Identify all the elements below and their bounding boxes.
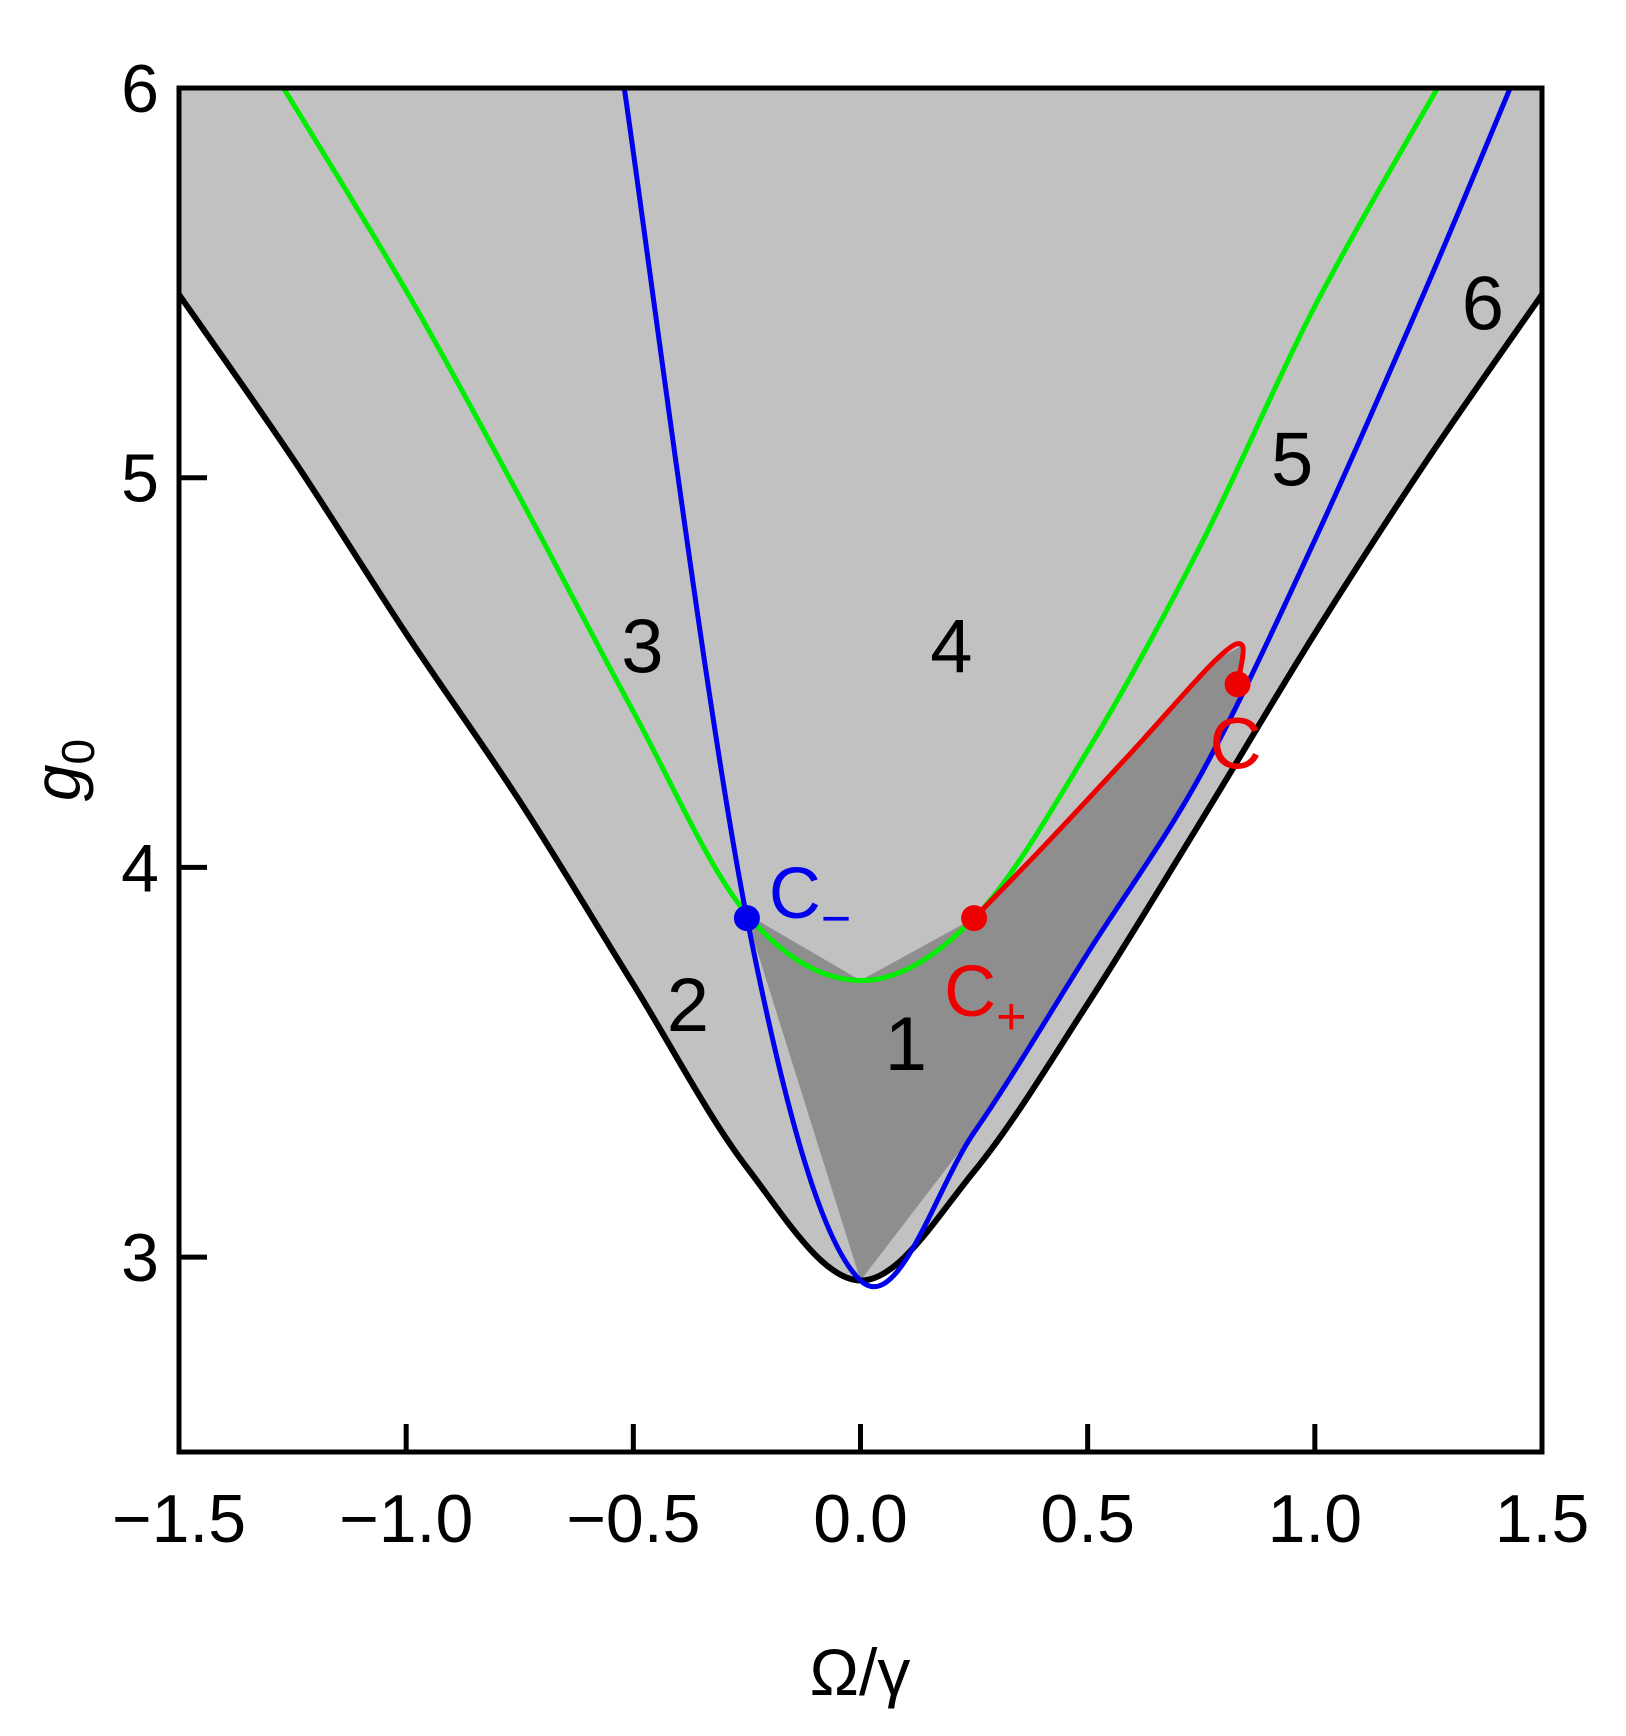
region-label-6: 6 [1462, 262, 1504, 347]
region-label-4: 4 [930, 605, 972, 690]
region-shaded-light [179, 88, 1542, 1281]
region-label-1: 1 [885, 1002, 927, 1087]
y-tick-label: 3 [121, 1220, 159, 1296]
region-label-5: 5 [1271, 418, 1313, 503]
x-tick-label: 1.5 [1495, 1481, 1590, 1557]
y-axis-label: g [20, 764, 94, 801]
region-label-3: 3 [621, 605, 663, 690]
point-c-minus [733, 905, 760, 932]
svg-text:g0: g0 [20, 739, 104, 801]
y-axis-label-group: g0 [20, 739, 104, 801]
region-label-2: 2 [667, 963, 709, 1048]
x-tick-label: 0.5 [1040, 1481, 1135, 1557]
x-tick-label: −1.5 [112, 1481, 246, 1557]
y-tick-label: 4 [121, 830, 159, 906]
point-c-plus [961, 905, 988, 932]
y-tick-label: 5 [121, 441, 159, 517]
series-line-red [971, 641, 1246, 921]
region-shaded-dark [746, 645, 1243, 1281]
x-tick-label: −1.0 [339, 1481, 473, 1557]
point-label-c-minus: C− [769, 854, 851, 948]
series-line-green [281, 88, 1440, 983]
x-axis-label: Ω/γ [810, 1635, 911, 1709]
x-tick-label: −0.5 [566, 1481, 700, 1557]
y-tick-label: 6 [121, 51, 159, 127]
point-label-c: C [1210, 704, 1262, 784]
y-axis-label-subscript: 0 [52, 739, 104, 765]
point-label-c-plus: C+ [944, 952, 1026, 1046]
x-tick-label: 1.0 [1268, 1481, 1363, 1557]
x-tick-label: 0.0 [813, 1481, 908, 1557]
series-line-blue [621, 88, 1513, 1290]
point-c [1224, 671, 1251, 698]
